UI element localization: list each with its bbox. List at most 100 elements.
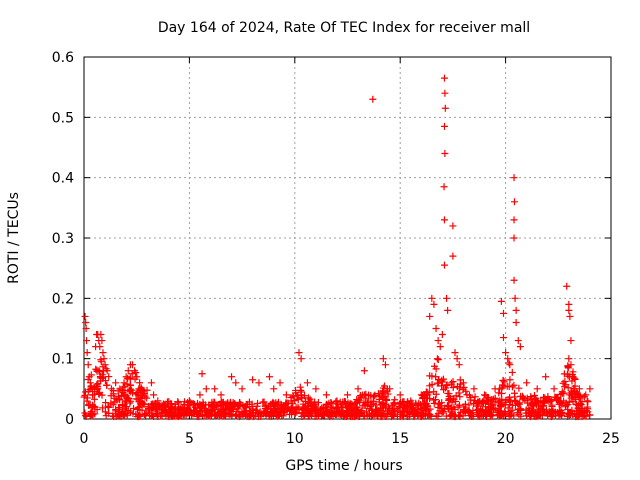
data-point xyxy=(445,395,453,403)
data-point xyxy=(519,394,527,402)
data-point xyxy=(526,407,534,415)
data-point xyxy=(413,409,421,417)
data-point xyxy=(136,379,144,387)
data-point xyxy=(272,412,280,420)
data-point xyxy=(360,367,368,375)
data-point xyxy=(369,95,377,103)
data-point xyxy=(375,398,383,406)
data-point xyxy=(242,404,250,412)
data-point xyxy=(496,407,504,415)
data-point xyxy=(281,409,289,417)
data-point xyxy=(430,399,438,407)
data-point xyxy=(546,395,554,403)
data-point xyxy=(571,395,579,403)
data-point xyxy=(195,412,203,420)
data-point xyxy=(117,411,125,419)
data-point xyxy=(202,385,210,393)
data-point xyxy=(482,411,490,419)
data-point xyxy=(586,385,594,393)
data-point xyxy=(465,401,473,409)
data-point xyxy=(516,343,524,351)
data-point xyxy=(473,402,481,410)
data-point xyxy=(540,393,548,401)
data-point xyxy=(573,389,581,397)
data-point xyxy=(440,74,448,82)
data-point xyxy=(575,406,583,414)
data-point xyxy=(112,379,120,387)
data-point xyxy=(389,401,397,409)
data-point xyxy=(510,174,518,182)
data-point xyxy=(582,391,590,399)
data-point xyxy=(130,404,138,412)
data-point xyxy=(136,411,144,419)
data-point xyxy=(344,406,352,414)
data-point xyxy=(510,381,518,389)
data-point xyxy=(483,398,491,406)
data-point xyxy=(453,355,461,363)
data-point xyxy=(271,402,279,410)
series-points xyxy=(80,74,594,421)
data-point xyxy=(319,403,327,411)
data-point xyxy=(118,409,126,417)
data-point xyxy=(575,394,583,402)
data-point xyxy=(323,401,331,409)
data-point xyxy=(203,408,211,416)
data-point xyxy=(418,412,426,420)
data-point xyxy=(81,388,89,396)
data-point xyxy=(120,379,128,387)
chart-title: Day 164 of 2024, Rate Of TEC Index for r… xyxy=(158,20,530,36)
data-point xyxy=(198,370,206,378)
data-point xyxy=(333,407,341,415)
data-point xyxy=(481,403,489,411)
data-point xyxy=(276,379,284,387)
data-point xyxy=(266,373,274,381)
data-point xyxy=(499,334,507,342)
data-point xyxy=(283,399,291,407)
data-point xyxy=(312,407,320,415)
data-point xyxy=(327,399,335,407)
data-point xyxy=(282,391,290,399)
data-point xyxy=(82,411,90,419)
data-point xyxy=(565,300,573,308)
data-point xyxy=(147,412,155,420)
data-point xyxy=(99,404,107,412)
data-point xyxy=(586,411,594,419)
data-point xyxy=(150,391,158,399)
data-point xyxy=(287,397,295,405)
data-point xyxy=(443,401,451,409)
data-point xyxy=(87,371,95,379)
data-point xyxy=(443,294,451,302)
data-point xyxy=(493,412,501,420)
data-point xyxy=(99,363,107,371)
data-point xyxy=(502,349,510,357)
data-point xyxy=(434,356,442,364)
data-point xyxy=(388,413,396,421)
data-point xyxy=(428,381,436,389)
data-point xyxy=(514,399,522,407)
data-point xyxy=(436,343,444,351)
data-point xyxy=(564,413,572,421)
data-point xyxy=(461,406,469,413)
data-point xyxy=(226,410,234,418)
data-point xyxy=(82,412,90,420)
data-point xyxy=(474,405,482,413)
data-point xyxy=(97,331,105,339)
data-point xyxy=(573,401,581,409)
data-point xyxy=(231,400,239,408)
data-point xyxy=(557,406,565,414)
data-point xyxy=(212,403,220,411)
data-point xyxy=(114,387,122,395)
data-point xyxy=(421,411,429,419)
data-point xyxy=(437,402,445,410)
data-point xyxy=(570,374,578,382)
data-point xyxy=(126,374,134,382)
data-point xyxy=(500,378,508,386)
data-point xyxy=(82,318,90,326)
data-point xyxy=(128,361,136,369)
y-axis-label: ROTI / TECUs xyxy=(6,192,22,284)
data-point xyxy=(564,372,572,380)
data-point xyxy=(93,383,101,391)
data-point xyxy=(511,389,519,397)
data-point xyxy=(547,397,555,405)
data-point xyxy=(566,312,574,320)
